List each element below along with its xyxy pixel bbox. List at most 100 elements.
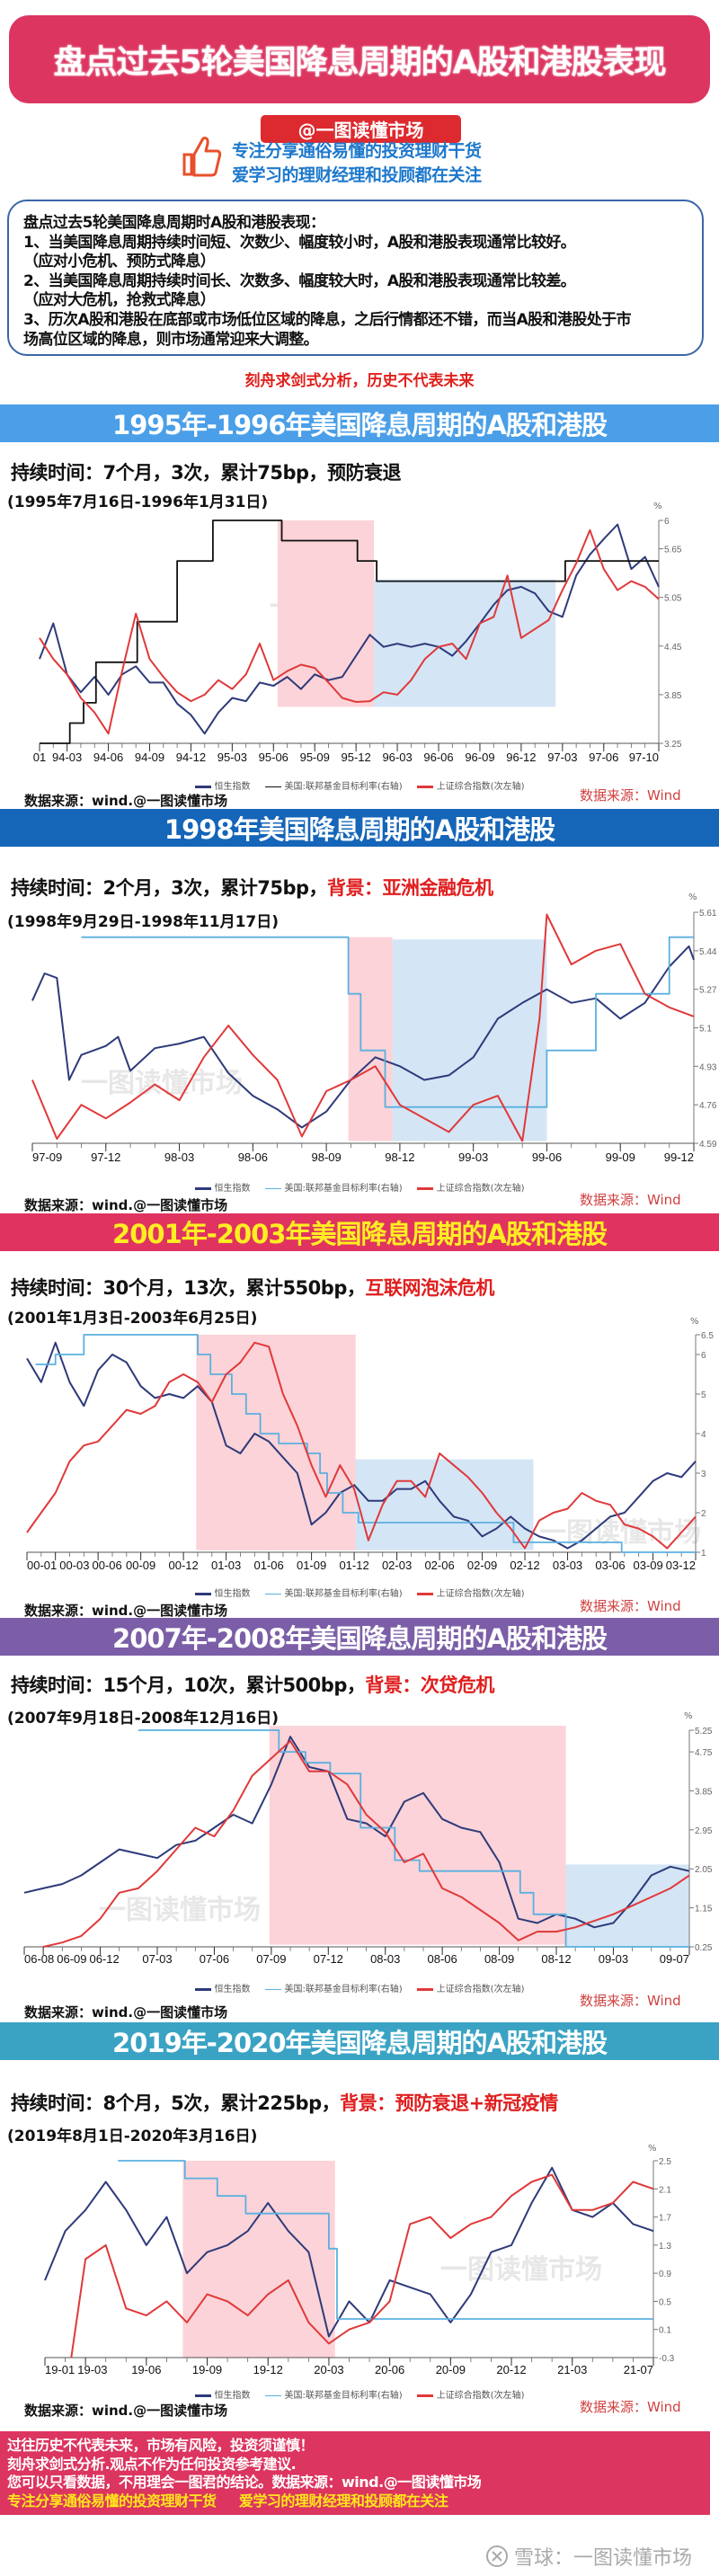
x-tick-label: 96-12 xyxy=(506,751,536,764)
y-axis-unit: % xyxy=(648,2144,657,2154)
x-tick-label: 01-12 xyxy=(339,1559,368,1572)
x-tick-label: 08-09 xyxy=(484,1952,514,1966)
y-tick-label: 6 xyxy=(701,1351,706,1361)
background-text: 互联网泡沫危机 xyxy=(365,1277,494,1299)
legend-item-fed: 美国:联邦基金目标利率(右轴) xyxy=(264,1586,403,1599)
legend-item-fed: 美国:联邦基金目标利率(右轴) xyxy=(264,778,403,792)
rate-cut-period-shade xyxy=(269,1726,566,1945)
legend-swatch xyxy=(194,1987,211,1991)
y-tick-label: 3.25 xyxy=(664,740,682,750)
cut-period: (1995年7月16日-1996年1月31日) xyxy=(7,493,269,511)
summary-line: 场高位区域的降息，则市场通常迎来大调整。 xyxy=(23,330,319,349)
legend-swatch xyxy=(416,785,433,788)
x-tick-label: 96-03 xyxy=(382,751,412,764)
x-tick-label: 08-12 xyxy=(541,1952,571,1966)
x-tick-label: 21-03 xyxy=(557,2363,587,2376)
x-tick-label: 02-12 xyxy=(510,1559,539,1572)
legend-label: 恒生指数 xyxy=(214,1184,251,1194)
y-axis-unit: % xyxy=(688,893,697,902)
x-tick-label: 99-06 xyxy=(532,1150,562,1164)
background-text: 背景：次贷危机 xyxy=(365,1674,494,1696)
slogan-line-2: 爱学习的理财经理和投顾都在关注 xyxy=(232,165,482,185)
x-tick-label: 03-12 xyxy=(666,1559,696,1572)
chart-legend: 恒生指数 美国:联邦基金目标利率(右轴) 上证综合指数(次左轴) xyxy=(0,1180,719,1194)
y-tick-label: 4.76 xyxy=(699,1101,717,1111)
thumbs-up-icon xyxy=(182,137,222,177)
source-note: 数据来源：wind.@一图读懂市场 xyxy=(24,1197,228,1213)
x-tick-label: 95-12 xyxy=(342,751,371,764)
x-tick-label: 19-12 xyxy=(253,2363,283,2376)
watermark: 一图读懂市场 xyxy=(81,1068,243,1099)
rate-cut-period-shade xyxy=(182,2161,335,2358)
x-tick-label: 09-07 xyxy=(660,1952,689,1966)
y-tick-label: 0.1 xyxy=(659,2326,671,2336)
legend-item-shanghai: 上证综合指数(次左轴) xyxy=(416,1586,525,1599)
y-tick-label: 3 xyxy=(701,1470,706,1479)
x-tick-label: 07-03 xyxy=(142,1952,172,1966)
cut-period: (2019年8月1日-2020年3月16日) xyxy=(7,2127,258,2145)
y-tick-label: 0.9 xyxy=(659,2270,671,2279)
y-axis-unit: % xyxy=(690,1317,699,1327)
source-wind: 数据来源：Wind xyxy=(580,2399,681,2415)
summary-line: 1、当美国降息周期持续时间短、次数少、幅度较小时，A股和港股表现通常比较好。 xyxy=(23,233,576,252)
cut-period: (2001年1月3日-2003年6月25日) xyxy=(7,1310,258,1328)
legend-label: 上证综合指数(次左轴) xyxy=(436,1589,525,1599)
x-tick-label: 20-03 xyxy=(314,2363,343,2376)
y-tick-label: 1.15 xyxy=(695,1905,713,1914)
x-tick-label: 98-03 xyxy=(164,1150,194,1164)
y-tick-label: 0.5 xyxy=(659,2297,671,2307)
y-tick-label: 4.75 xyxy=(695,1748,713,1758)
hsi-line xyxy=(31,945,695,1129)
legend-item-hsi: 恒生指数 xyxy=(194,2387,251,2401)
x-tick-label: 95-09 xyxy=(300,751,330,764)
legend-swatch xyxy=(194,785,211,788)
x-tick-label: 02-03 xyxy=(382,1559,412,1572)
x-tick-label: 94-03 xyxy=(52,751,82,764)
y-tick-label: 4.93 xyxy=(699,1062,717,1072)
x-tick-label: 03-06 xyxy=(595,1559,625,1572)
y-tick-label: 2 xyxy=(701,1509,706,1519)
y-tick-label: 1.7 xyxy=(659,2214,671,2224)
fed-funds-rate-line xyxy=(40,520,659,744)
y-tick-label: 6.5 xyxy=(701,1331,714,1341)
x-tick-label: 21-07 xyxy=(624,2363,653,2376)
x-tick-label: 97-10 xyxy=(629,751,659,764)
x-tick-label: 02-09 xyxy=(467,1559,497,1572)
section-banner: 1998年美国降息周期的A股和港股 xyxy=(0,809,719,847)
y-tick-label: 5.44 xyxy=(699,947,717,957)
y-tick-label: 5.61 xyxy=(699,909,717,919)
rate-cut-period-shade xyxy=(348,937,393,1141)
legend-label: 恒生指数 xyxy=(214,782,251,792)
x-tick-label: 19-09 xyxy=(192,2363,222,2376)
legend-item-hsi: 恒生指数 xyxy=(194,778,251,792)
source-note: 数据来源：wind.@一图读懂市场 xyxy=(24,793,228,809)
legend-label: 恒生指数 xyxy=(214,1985,251,1994)
watermark: 一图读懂市场 xyxy=(539,1517,701,1549)
legend-label: 美国:联邦基金目标利率(右轴) xyxy=(284,1184,403,1194)
legend-item-hsi: 恒生指数 xyxy=(194,1586,251,1599)
source-wind: 数据来源：Wind xyxy=(580,1192,681,1208)
legend-swatch xyxy=(194,1186,211,1190)
y-tick-label: 2.05 xyxy=(695,1865,713,1875)
legend-label: 美国:联邦基金目标利率(右轴) xyxy=(284,782,403,792)
x-tick-label: 94-06 xyxy=(93,751,123,764)
section-banner: 1995年-1996年美国降息周期的A股和港股 xyxy=(0,404,719,442)
x-tick-label: 08-03 xyxy=(370,1952,400,1966)
duration-text: 持续时间：15个月，10次，累计500bp， xyxy=(11,1674,366,1696)
legend-label: 美国:联邦基金目标利率(右轴) xyxy=(284,1589,403,1599)
footer-disclaimer: 过往历史不代表未来，市场有风险，投资须谨慎！ 刻舟求剑式分析.观点不作为任何投资… xyxy=(0,2431,710,2515)
x-tick-label: 01-09 xyxy=(297,1559,326,1572)
y-tick-label: 5.27 xyxy=(699,986,717,996)
legend-label: 恒生指数 xyxy=(214,2391,251,2401)
legend-item-hsi: 恒生指数 xyxy=(194,1981,251,1994)
background-text: 背景：预防衰退+新冠疫情 xyxy=(340,2092,558,2114)
x-tick-label: 02-06 xyxy=(424,1559,454,1572)
x-tick-label: 08-06 xyxy=(428,1952,457,1966)
x-tick-label: 06-12 xyxy=(90,1952,120,1966)
watermark: 一图读懂市场 xyxy=(99,1895,261,1926)
y-axis-unit: % xyxy=(653,502,662,511)
x-tick-label: 09-03 xyxy=(599,1952,628,1966)
x-tick-label: 96-09 xyxy=(465,751,494,764)
duration-text: 持续时间：30个月，13次，累计550bp， xyxy=(11,1277,366,1299)
platform-label: 雪球：一图读懂市场 xyxy=(514,2547,693,2570)
